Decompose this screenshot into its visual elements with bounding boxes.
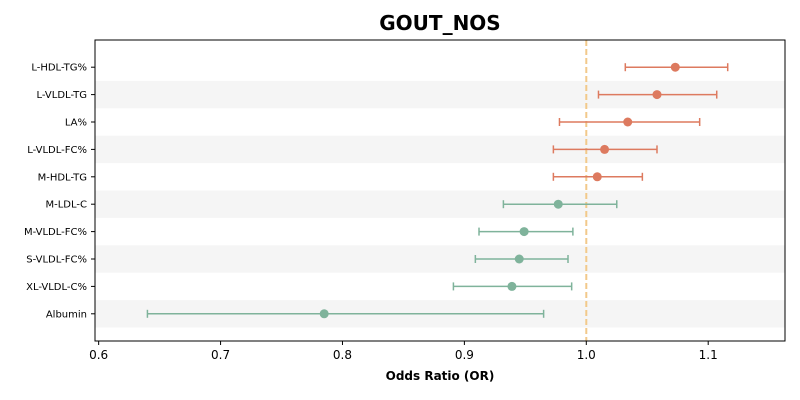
or-point [553,199,563,209]
or-point [519,227,529,237]
or-point [592,172,602,182]
or-point [319,309,329,319]
or-point [514,254,524,264]
or-point [507,281,517,291]
or-point [652,90,662,100]
y-tick-label: L-VLDL-TG [37,90,87,101]
x-tick-label: 0.6 [89,348,108,362]
y-axis: L-HDL-TG% L-VLDL-TG LA% L-VLDL-FC% M-HDL-TG M… [24,63,95,320]
row-band [95,245,785,273]
or-point [600,144,610,154]
row-band [95,190,785,218]
or-point [623,117,633,127]
x-tick-label: 0.7 [211,348,230,362]
x-axis-title: Odds Ratio (OR) [386,369,495,383]
y-tick-label: L-HDL-TG% [31,63,87,74]
x-axis: 0.6 0.7 0.8 0.9 1.0 1.1 [89,341,718,362]
or-point [670,62,680,72]
y-tick-label: Albumin [46,309,87,320]
y-tick-label: XL-VLDL-C% [26,282,87,293]
y-tick-label: S-VLDL-FC% [26,255,87,266]
y-tick-label: LA% [65,118,87,129]
x-tick-label: 0.8 [333,348,352,362]
y-tick-label: M-VLDL-FC% [24,227,87,238]
chart-title: GOUT_NOS [379,11,500,35]
data-marks [146,62,729,319]
plot-frame [94,39,786,342]
row-bands [95,80,785,328]
x-tick-label: 1.0 [577,348,596,362]
row-band [95,135,785,164]
y-tick-label: M-HDL-TG [38,172,87,183]
x-tick-label: 0.9 [455,348,474,362]
y-tick-label: L-VLDL-FC% [27,145,87,156]
x-tick-label: 1.1 [699,348,718,362]
y-tick-label: M-LDL-C [46,200,88,211]
